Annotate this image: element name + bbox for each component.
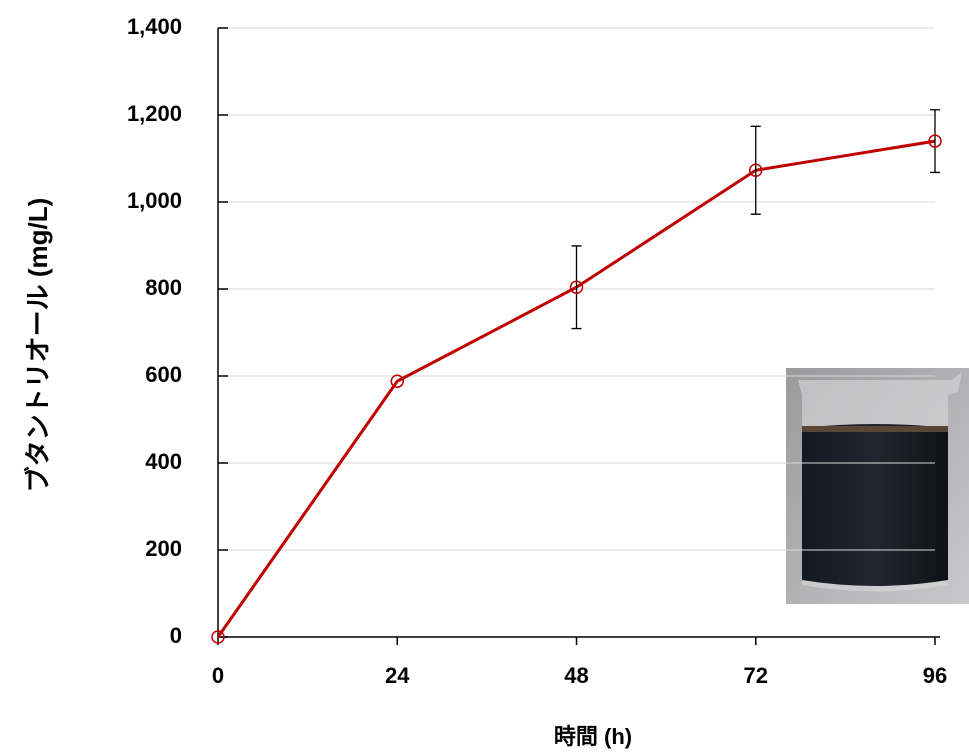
y-axis-title: ブタントリオール (mg/L) (23, 198, 53, 493)
y-tick-label: 800 (145, 275, 182, 300)
x-tick-label: 48 (564, 663, 588, 688)
x-tick-label: 96 (923, 663, 947, 688)
x-axis-title: 時間 (h) (554, 724, 632, 749)
x-tick-label: 72 (744, 663, 768, 688)
x-tick-label: 24 (385, 663, 410, 688)
y-tick-label: 1,400 (127, 14, 182, 39)
error-bar (572, 246, 582, 329)
y-tick-label: 200 (145, 536, 182, 561)
beaker-photo (786, 368, 969, 604)
x-tick-label: 0 (212, 663, 224, 688)
y-tick-label: 400 (145, 449, 182, 474)
y-tick-label: 0 (170, 623, 182, 648)
y-tick-label: 1,200 (127, 101, 182, 126)
y-tick-label: 600 (145, 362, 182, 387)
y-tick-label: 1,000 (127, 188, 182, 213)
chart: 時間 (h) ブタントリオール (mg/L) 0 200 400 600 800 1,00… (0, 0, 969, 756)
